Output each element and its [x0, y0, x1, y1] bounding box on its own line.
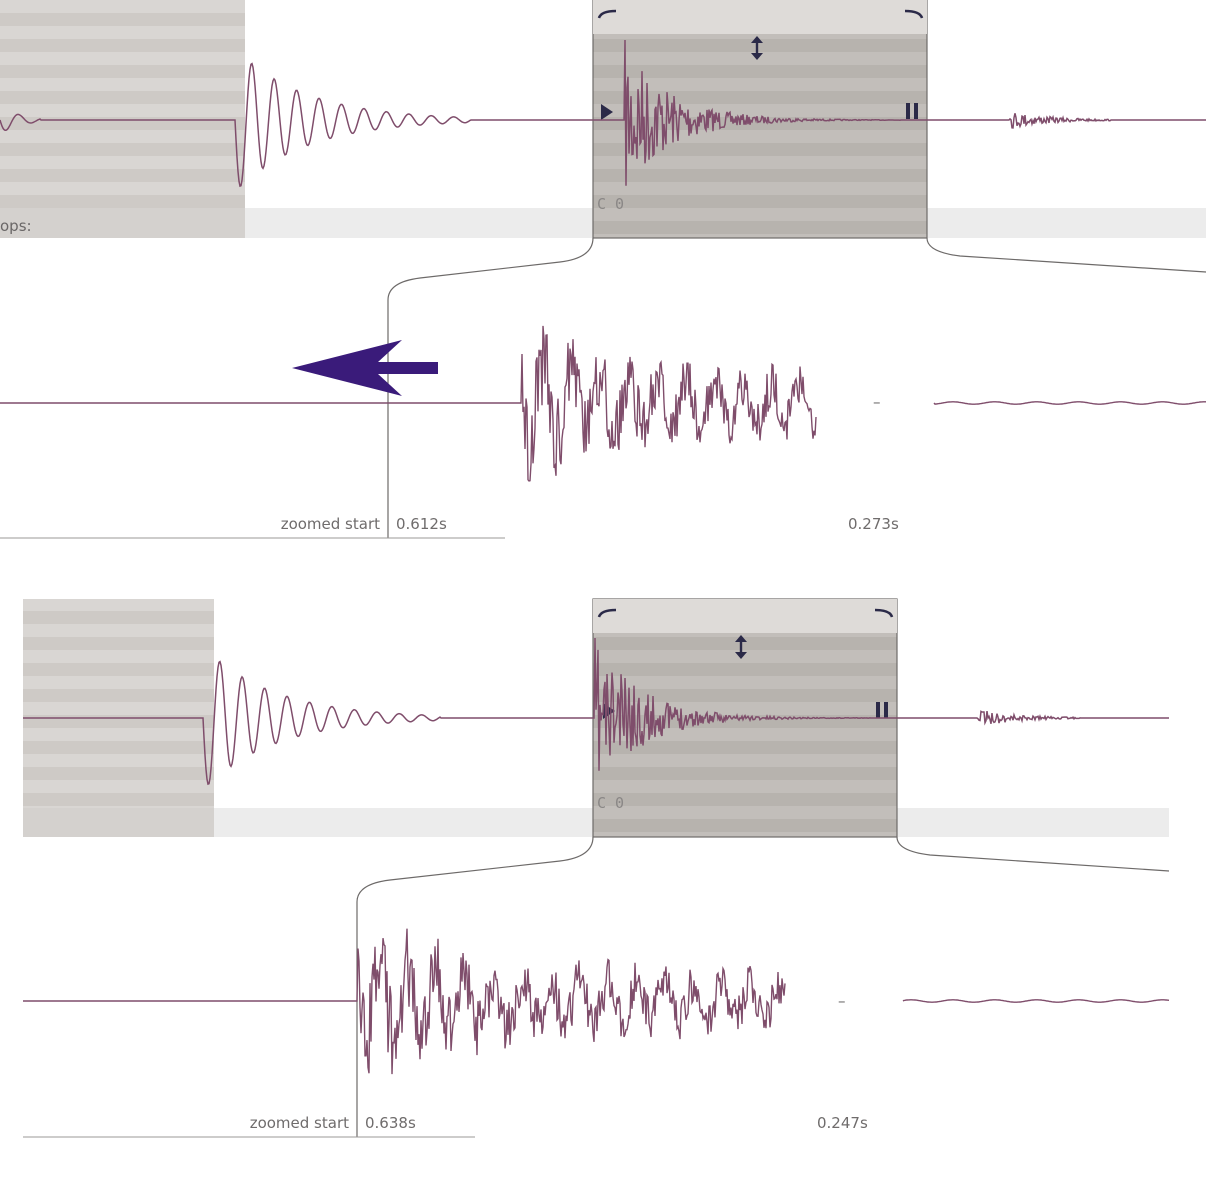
loop-end-marker-icon[interactable] [906, 103, 918, 119]
unselected-region-shade [0, 0, 245, 238]
loop-end-marker-icon[interactable] [876, 702, 888, 718]
vertical-resize-icon[interactable] [751, 36, 763, 60]
zoomed-start-value: 0.638s [365, 1114, 416, 1132]
panel-before: C 0 ops: – zoomed start 0.612s 0.273s [0, 0, 1206, 539]
overview-track[interactable]: C 0 ops: [0, 0, 1206, 239]
overview-waveform [0, 39, 1206, 188]
sidebar-bar [0, 208, 245, 238]
selection-note: C 0 [597, 195, 624, 213]
zoomed-waveform [23, 928, 1170, 1075]
zoomed-end-value: 0.273s [848, 515, 899, 533]
vertical-resize-icon[interactable] [735, 635, 747, 659]
zoom-connector-right [926, 237, 1206, 273]
panel-after: C 0 – zoomed start 0.638s 0.247s [23, 598, 1170, 1138]
zoomed-start-value: 0.612s [396, 515, 447, 533]
left-arrow-annotation-icon [292, 340, 438, 396]
selection-left-bracket-icon[interactable] [597, 608, 617, 618]
zoom-connector-right [896, 836, 1170, 872]
overview-track[interactable]: C 0 [23, 598, 1169, 838]
zoom-connector-left [356, 836, 594, 1137]
zoom-connector-left [387, 237, 594, 538]
selection-right-bracket-icon[interactable] [874, 608, 894, 618]
zoomed-view[interactable]: – zoomed start 0.638s 0.247s [23, 928, 1170, 1138]
play-marker-icon[interactable] [601, 104, 613, 120]
selection-header [593, 599, 897, 633]
zoomed-start-label: zoomed start [250, 1114, 349, 1132]
sidebar-bar [23, 808, 214, 837]
selection-right-bracket-icon[interactable] [904, 9, 924, 19]
zoomed-gap-separator: – [873, 393, 881, 411]
zoomed-waveform [0, 325, 1206, 482]
zoomed-end-value: 0.247s [817, 1114, 868, 1132]
selection-header [593, 0, 927, 34]
selection-left-bracket-icon[interactable] [597, 9, 617, 19]
zoomed-gap-separator: – [838, 992, 846, 1010]
zoomed-view[interactable]: – zoomed start 0.612s 0.273s [0, 325, 1206, 539]
sidebar-label: ops: [0, 217, 32, 235]
overview-waveform [23, 637, 1169, 786]
zoomed-start-label: zoomed start [281, 515, 380, 533]
selection-note: C 0 [597, 794, 624, 812]
